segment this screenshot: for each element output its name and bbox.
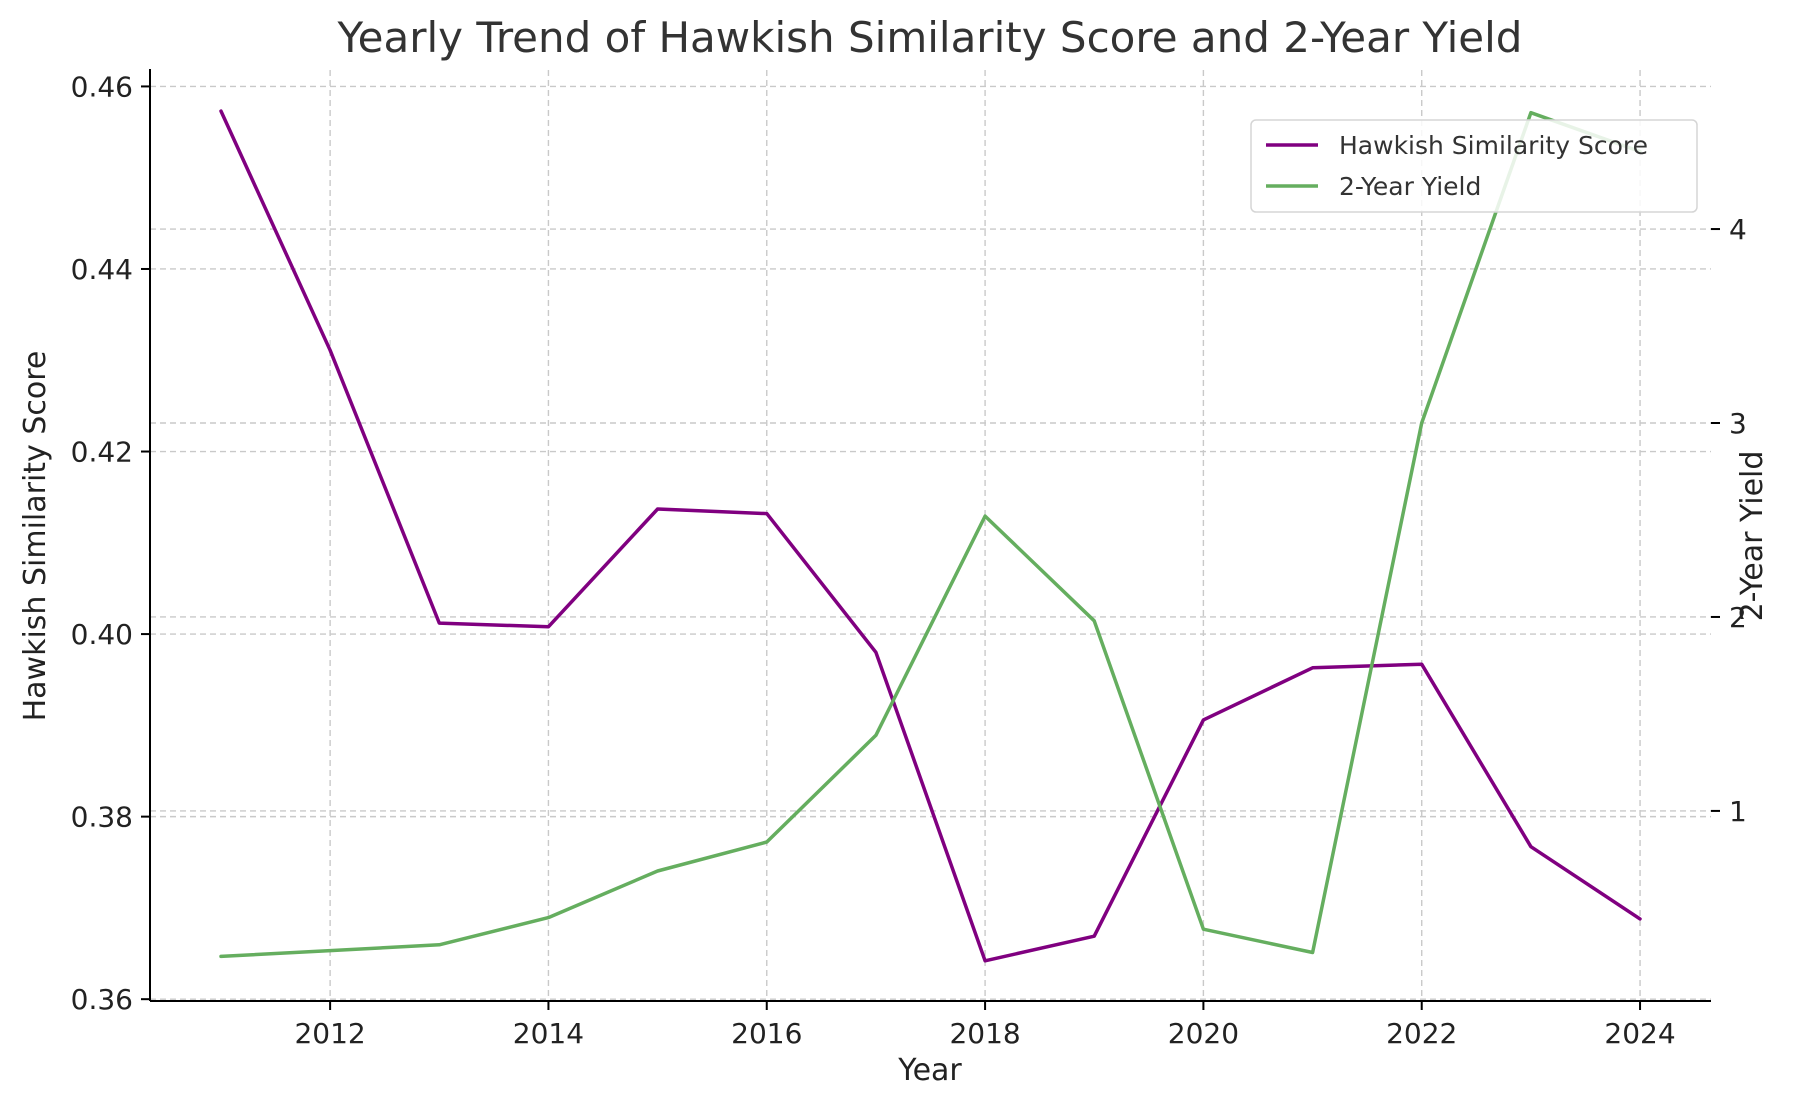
y-tick-label-right: 2 (1729, 601, 1747, 634)
axes-layer (149, 69, 1711, 1002)
tick-layer: 2012 2014 2016 2018 2020 2022 2024 0.36 0.38 0.40… (71, 70, 1747, 1050)
x-tick-label: 2016 (731, 1017, 802, 1050)
y-tick-label-left: 0.46 (71, 70, 133, 103)
y-tick-label-right: 1 (1729, 795, 1747, 828)
x-tick-label: 2012 (294, 1017, 365, 1050)
y-axis-label-right: 2-Year Yield (1735, 451, 1770, 622)
legend-box (1250, 119, 1698, 213)
y-tick-label-left: 0.36 (71, 983, 133, 1016)
legend-label-yield: 2-Year Yield (1339, 172, 1481, 201)
y-tick-label-right: 4 (1729, 213, 1747, 246)
series-line-yield (219, 110, 1642, 959)
x-axis-label: Year (897, 1053, 962, 1088)
y-tick-label-left: 0.40 (71, 618, 133, 651)
x-tick-label: 2018 (949, 1017, 1020, 1050)
legend-label-hawkish: Hawkish Similarity Score (1339, 131, 1648, 160)
y-axis-label-left: Hawkish Similarity Score (18, 351, 53, 722)
x-tick-label: 2022 (1386, 1017, 1457, 1050)
x-tick-label: 2024 (1604, 1017, 1675, 1050)
y-tick-label-right: 3 (1729, 407, 1747, 440)
chart-title: Yearly Trend of Hawkish Similarity Score… (337, 13, 1523, 62)
series-layer (219, 109, 1642, 963)
y-tick-label-left: 0.44 (71, 253, 133, 286)
x-tick-label: 2020 (1168, 1017, 1239, 1050)
y-tick-label-left: 0.38 (71, 801, 133, 834)
y-tick-label-left: 0.42 (71, 436, 133, 469)
series-line-hawkish (219, 109, 1642, 963)
legend: Hawkish Similarity Score 2-Year Yield (1250, 119, 1698, 213)
x-tick-label: 2014 (513, 1017, 584, 1050)
